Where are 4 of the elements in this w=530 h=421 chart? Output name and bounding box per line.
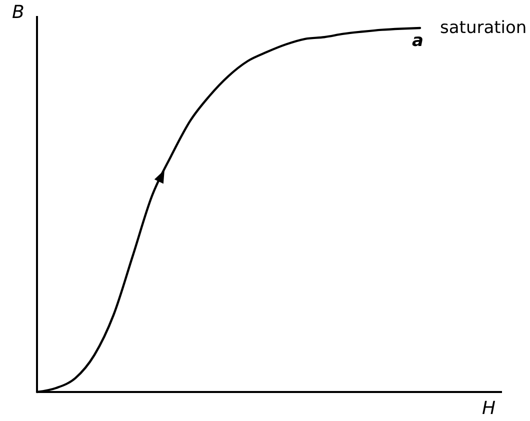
text: saturation xyxy=(440,18,527,38)
y-axis-title: B xyxy=(12,2,24,23)
x-axis-title: H xyxy=(482,398,496,419)
annotation: a xyxy=(412,31,424,51)
